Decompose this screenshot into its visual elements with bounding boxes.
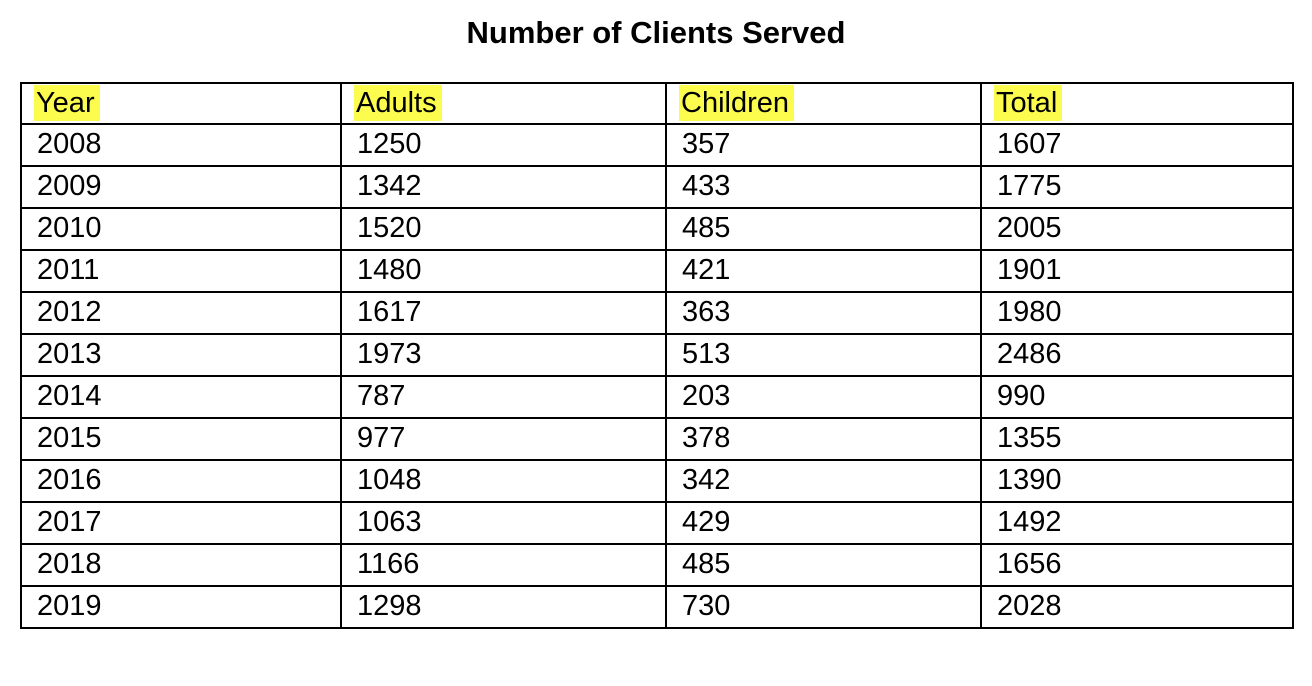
clients-served-table: Year Adults Children Total 2008 1250 357 16… xyxy=(20,82,1294,630)
total-cell: 1980 xyxy=(980,291,1294,336)
adults-cell: 1617 xyxy=(340,291,667,336)
total-cell: 1775 xyxy=(980,165,1294,210)
children-cell: 429 xyxy=(665,501,982,546)
children-cell: 513 xyxy=(665,333,982,378)
total-cell: 1355 xyxy=(980,417,1294,462)
year-cell: 2017 xyxy=(20,501,342,546)
table-row: 2017 1063 429 1492 xyxy=(20,501,1294,546)
children-cell: 421 xyxy=(665,249,982,294)
total-cell: 1607 xyxy=(980,123,1294,168)
children-cell: 485 xyxy=(665,543,982,588)
year-cell: 2014 xyxy=(20,375,342,420)
adults-cell: 1342 xyxy=(340,165,667,210)
adults-cell: 1250 xyxy=(340,123,667,168)
year-cell: 2016 xyxy=(20,459,342,504)
children-cell: 357 xyxy=(665,123,982,168)
children-cell: 363 xyxy=(665,291,982,336)
table-row: 2010 1520 485 2005 xyxy=(20,207,1294,252)
children-cell: 485 xyxy=(665,207,982,252)
total-cell: 1656 xyxy=(980,543,1294,588)
year-cell: 2018 xyxy=(20,543,342,588)
total-header-highlight: Total xyxy=(994,85,1063,122)
table-row: 2012 1617 363 1980 xyxy=(20,291,1294,336)
table-row: 2011 1480 421 1901 xyxy=(20,249,1294,294)
total-cell: 990 xyxy=(980,375,1294,420)
table-row: 2009 1342 433 1775 xyxy=(20,165,1294,210)
year-cell: 2013 xyxy=(20,333,342,378)
adults-header-highlight: Adults xyxy=(354,85,442,122)
table-row: 2016 1048 342 1390 xyxy=(20,459,1294,504)
year-cell: 2008 xyxy=(20,123,342,168)
total-cell: 2005 xyxy=(980,207,1294,252)
children-cell: 433 xyxy=(665,165,982,210)
year-header-highlight: Year xyxy=(34,85,100,122)
adults-cell: 1480 xyxy=(340,249,667,294)
total-cell: 2486 xyxy=(980,333,1294,378)
children-header-highlight: Children xyxy=(679,85,794,122)
children-cell: 342 xyxy=(665,459,982,504)
column-header-adults: Adults xyxy=(340,82,667,126)
column-header-year: Year xyxy=(20,82,342,126)
table-row: 2008 1250 357 1607 xyxy=(20,123,1294,168)
table-row: 2013 1973 513 2486 xyxy=(20,333,1294,378)
year-cell: 2011 xyxy=(20,249,342,294)
page-title: Number of Clients Served xyxy=(466,15,846,50)
column-header-children: Children xyxy=(665,82,982,126)
table-row: 2018 1166 485 1656 xyxy=(20,543,1294,588)
year-cell: 2010 xyxy=(20,207,342,252)
adults-cell: 1973 xyxy=(340,333,667,378)
children-cell: 378 xyxy=(665,417,982,462)
total-cell: 1492 xyxy=(980,501,1294,546)
table-body: 2008 1250 357 1607 2009 1342 433 1775 2010 1520 48… xyxy=(20,123,1294,630)
adults-cell: 1048 xyxy=(340,459,667,504)
year-cell: 2019 xyxy=(20,585,342,630)
year-cell: 2012 xyxy=(20,291,342,336)
total-cell: 1901 xyxy=(980,249,1294,294)
adults-cell: 1166 xyxy=(340,543,667,588)
adults-cell: 1298 xyxy=(340,585,667,630)
total-cell: 2028 xyxy=(980,585,1294,630)
table-row: 2014 787 203 990 xyxy=(20,375,1294,420)
year-cell: 2015 xyxy=(20,417,342,462)
column-header-total: Total xyxy=(980,82,1294,126)
table-header: Year Adults Children Total xyxy=(20,82,1294,126)
adults-cell: 787 xyxy=(340,375,667,420)
children-cell: 730 xyxy=(665,585,982,630)
total-cell: 1390 xyxy=(980,459,1294,504)
table-row: 2015 977 378 1355 xyxy=(20,417,1294,462)
adults-cell: 977 xyxy=(340,417,667,462)
adults-cell: 1063 xyxy=(340,501,667,546)
header-row: Year Adults Children Total xyxy=(20,82,1294,126)
adults-cell: 1520 xyxy=(340,207,667,252)
year-cell: 2009 xyxy=(20,165,342,210)
children-cell: 203 xyxy=(665,375,982,420)
table-row: 2019 1298 730 2028 xyxy=(20,585,1294,630)
